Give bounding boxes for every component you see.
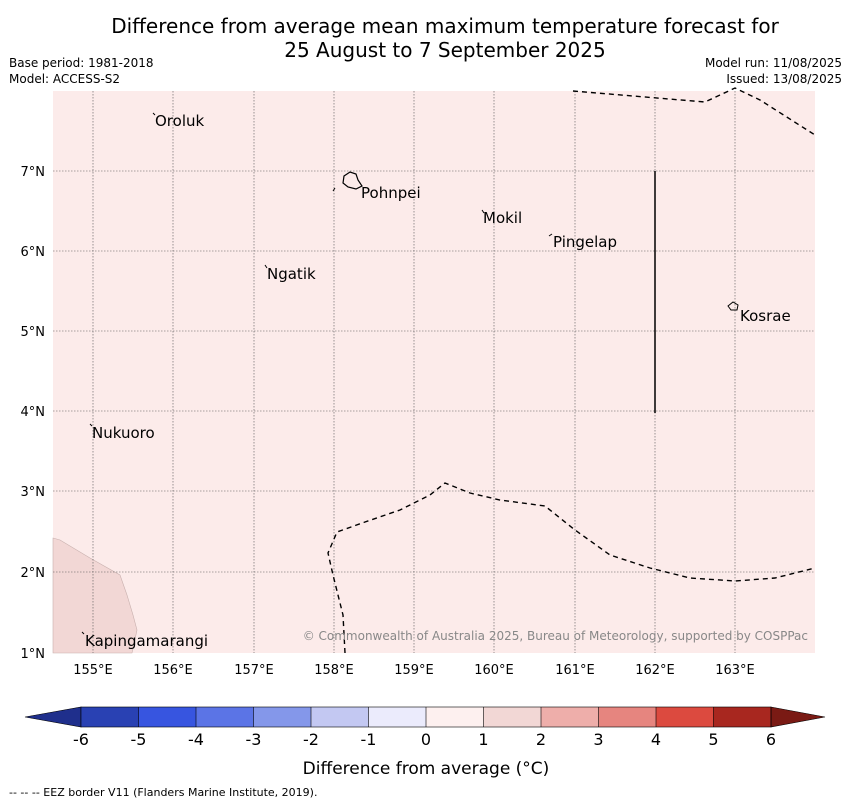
pohnpei-islet [332, 187, 336, 192]
lat-tick-4n: 4°N [21, 405, 46, 420]
lat-tick-7n: 7°N [21, 165, 46, 180]
place-pingelap: Pingelap [553, 233, 617, 251]
lon-tick-160e: 160°E [474, 663, 514, 678]
eez-source-note: -- -- -- EEZ border V11 (Flanders Marine… [9, 786, 318, 799]
pohnpei-island [342, 171, 363, 190]
lat-tick-3n: 3°N [21, 485, 46, 500]
lon-tick-163e: 163°E [715, 663, 755, 678]
colorbar-tick: 5 [708, 730, 718, 749]
place-ngatik: Ngatik [267, 265, 316, 283]
model-run: Model run: 11/08/2025 [704, 56, 842, 70]
issued-date: Issued: 13/08/2025 [726, 72, 842, 86]
title-line-1: Difference from average mean maximum tem… [111, 14, 779, 38]
colorbar [24, 706, 826, 728]
lon-tick-162e: 162°E [635, 663, 675, 678]
base-period: Base period: 1981-2018 [9, 56, 154, 70]
model-name: Model: ACCESS-S2 [9, 72, 121, 86]
place-kapingamarangi: Kapingamarangi [85, 632, 208, 650]
colorbar-arrow-high [770, 706, 826, 728]
colorbar-segment [541, 707, 599, 727]
place-oroluk: Oroluk [155, 112, 204, 130]
map-area [53, 91, 815, 653]
lon-tick-161e: 161°E [555, 663, 595, 678]
place-pohnpei: Pohnpei [361, 184, 421, 202]
atoll-markers [81, 112, 553, 635]
grid-lines [53, 91, 815, 653]
lon-tick-155e: 155°E [73, 663, 113, 678]
colorbar-segment [81, 707, 139, 727]
colorbar-tick: 0 [421, 730, 431, 749]
colorbar-tick: 1 [478, 730, 488, 749]
colorbar-tick: 3 [593, 730, 603, 749]
colorbar-label: Difference from average (°C) [303, 759, 550, 779]
warm-anomaly-patch [52, 537, 138, 654]
place-mokil: Mokil [483, 209, 522, 227]
lat-tick-6n: 6°N [21, 245, 46, 260]
colorbar-segment [713, 707, 771, 727]
colorbar-tick: -1 [361, 730, 377, 749]
colorbar-segment [196, 707, 254, 727]
lat-tick-1n: 1°N [21, 647, 46, 662]
colorbar-tick: -4 [188, 730, 204, 749]
colorbar-segment [426, 707, 484, 727]
place-nukuoro: Nukuoro [92, 424, 155, 442]
colorbar-segment [368, 707, 426, 727]
lon-tick-156e: 156°E [153, 663, 193, 678]
colorbar-tick: 6 [766, 730, 776, 749]
colorbar-tick: -5 [131, 730, 147, 749]
colorbar-tick: -6 [73, 730, 89, 749]
colorbar-tick: 2 [536, 730, 546, 749]
lat-tick-2n: 2°N [21, 566, 46, 581]
lon-tick-159e: 159°E [394, 663, 434, 678]
colorbar-segment [598, 707, 656, 727]
kosrae-island [727, 301, 739, 311]
copyright-notice: © Commonwealth of Australia 2025, Bureau… [303, 629, 808, 643]
colorbar-tick: -3 [246, 730, 262, 749]
place-kosrae: Kosrae [740, 307, 791, 325]
eez-borders [327, 87, 816, 654]
colorbar-tick: -2 [303, 730, 319, 749]
lat-tick-5n: 5°N [21, 325, 46, 340]
colorbar-segment [311, 707, 369, 727]
colorbar-segment [656, 707, 714, 727]
colorbar-segment [253, 707, 311, 727]
colorbar-arrow-low [24, 706, 82, 728]
lon-tick-158e: 158°E [314, 663, 354, 678]
page-title: Difference from average mean maximum tem… [0, 14, 850, 62]
meta-left: Base period: 1981-2018 Model: ACCESS-S2 [9, 55, 154, 87]
title-line-2: 25 August to 7 September 2025 [284, 38, 606, 62]
meta-right: Model run: 11/08/2025 Issued: 13/08/2025 [705, 55, 842, 87]
colorbar-tick: 4 [651, 730, 661, 749]
lon-tick-157e: 157°E [234, 663, 274, 678]
colorbar-segment [483, 707, 541, 727]
colorbar-segment [138, 707, 196, 727]
